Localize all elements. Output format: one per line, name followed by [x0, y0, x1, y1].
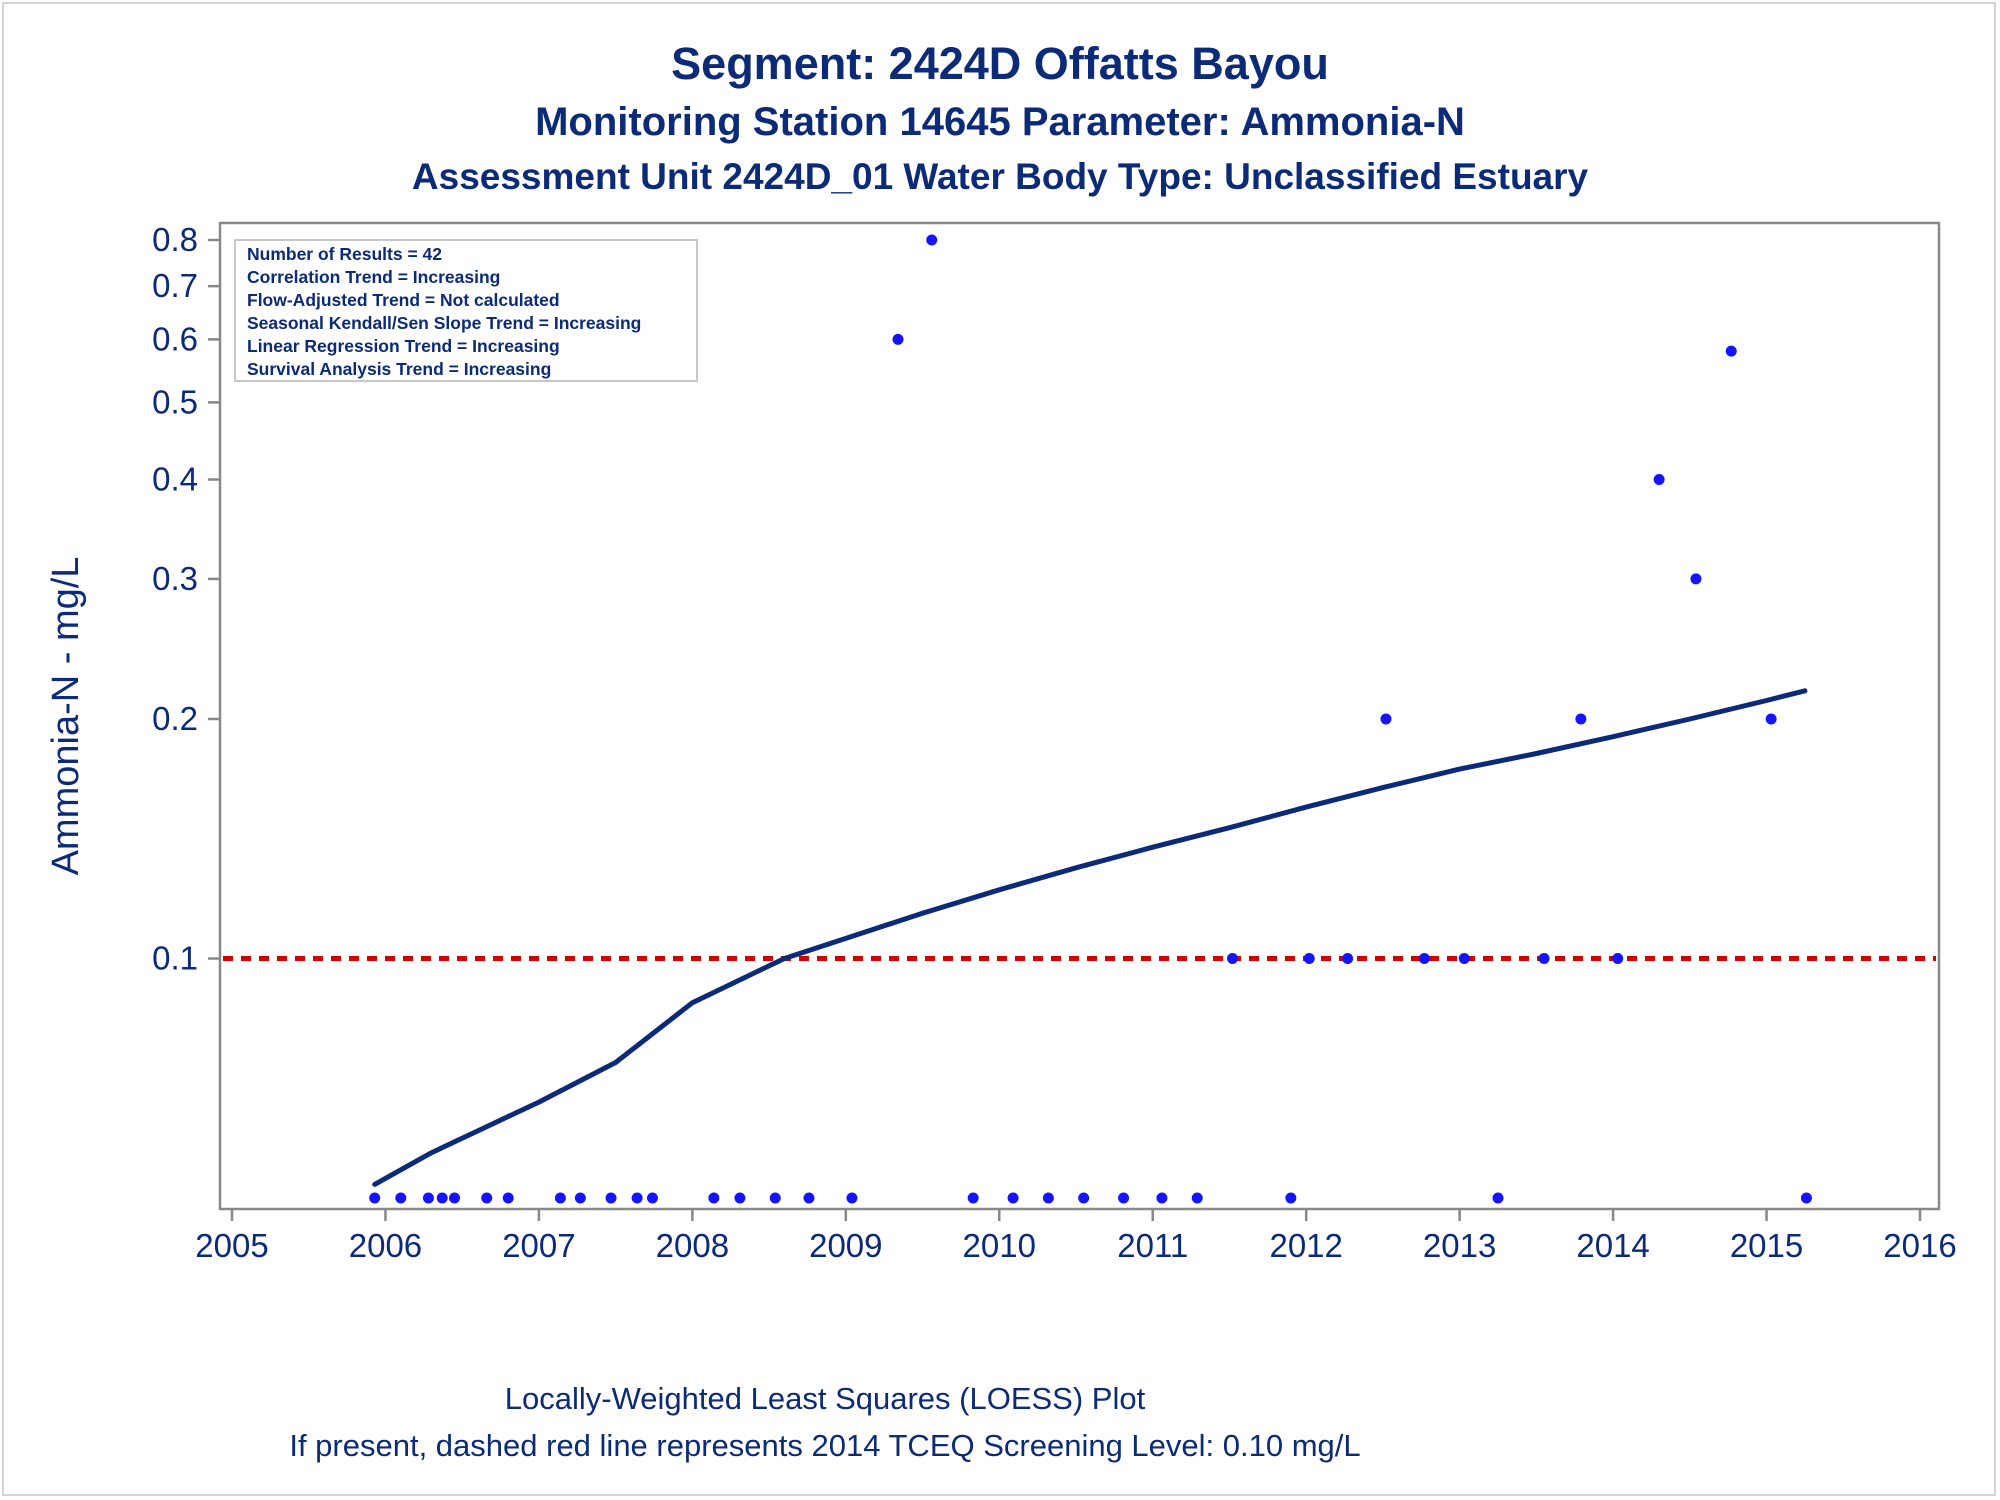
- stats-line: Linear Regression Trend = Increasing: [247, 336, 560, 356]
- loess-curve: [372, 688, 1808, 1187]
- data-point: [1380, 713, 1392, 725]
- chart-title: Segment: 2424D Offatts Bayou: [671, 38, 1329, 89]
- data-point: [1418, 953, 1430, 964]
- x-tick-label: 2010: [963, 1227, 1036, 1264]
- y-tick-label: 0.6: [152, 320, 198, 357]
- data-point: [1612, 953, 1624, 964]
- footnote-screening: If present, dashed red line represents 2…: [289, 1428, 1361, 1463]
- data-point: [646, 1192, 658, 1204]
- data-point: [449, 1192, 461, 1204]
- plot-area: 2005 2006 2007 2008 2009 2010 2011 2012 2013 2014…: [45, 221, 1957, 1264]
- x-tick-label: 2007: [502, 1227, 575, 1264]
- data-point: [708, 1192, 720, 1204]
- x-tick-label: 2006: [349, 1227, 422, 1264]
- data-point: [369, 1192, 381, 1204]
- data-point: [1118, 1192, 1130, 1204]
- x-tick-label: 2015: [1730, 1227, 1803, 1264]
- x-tick-label: 2005: [195, 1227, 268, 1264]
- y-tick-label: 0.8: [152, 221, 198, 258]
- data-point: [502, 1192, 514, 1204]
- data-point: [1575, 713, 1587, 725]
- x-tick-label: 2008: [656, 1227, 729, 1264]
- stats-line: Number of Results = 42: [247, 244, 442, 264]
- data-point: [436, 1192, 448, 1204]
- data-point: [574, 1192, 586, 1204]
- x-tick-label: 2013: [1423, 1227, 1496, 1264]
- x-tick-label: 2016: [1883, 1227, 1956, 1264]
- data-point: [1800, 1192, 1812, 1204]
- chart-subtitle: Monitoring Station 14645 Parameter: Ammo…: [535, 100, 1465, 144]
- data-point: [605, 1192, 617, 1204]
- data-point: [1765, 713, 1777, 725]
- stats-line: Correlation Trend = Increasing: [247, 267, 500, 287]
- stats-line: Seasonal Kendall/Sen Slope Trend = Incre…: [247, 313, 641, 333]
- data-point: [769, 1192, 781, 1204]
- stats-line: Survival Analysis Trend = Increasing: [247, 359, 551, 379]
- y-tick-label: 0.3: [152, 560, 198, 597]
- data-point: [1690, 573, 1702, 585]
- data-point: [734, 1192, 746, 1204]
- data-point: [481, 1192, 493, 1204]
- data-point: [1285, 1192, 1297, 1204]
- data-point: [846, 1192, 858, 1204]
- x-tick-label: 2011: [1117, 1227, 1188, 1264]
- data-point: [803, 1192, 815, 1204]
- y-axis-label: Ammonia-N - mg/L: [45, 557, 87, 876]
- data-point: [1303, 953, 1315, 964]
- data-point: [1227, 953, 1239, 964]
- data-point: [1725, 345, 1737, 357]
- data-point: [1538, 953, 1550, 964]
- data-point: [1042, 1192, 1054, 1204]
- y-tick-label: 0.4: [152, 461, 198, 498]
- chart-subtitle-2: Assessment Unit 2424D_01 Water Body Type…: [411, 156, 1589, 197]
- data-point: [1156, 1192, 1168, 1204]
- x-tick-label: 2009: [809, 1227, 882, 1264]
- stats-box: [234, 239, 698, 382]
- x-tick-label: 2014: [1576, 1227, 1649, 1264]
- data-point: [926, 234, 938, 246]
- data-point: [1191, 1192, 1203, 1204]
- data-point: [1492, 1192, 1504, 1204]
- data-point: [631, 1192, 643, 1204]
- y-tick-label: 0.1: [152, 940, 198, 977]
- plot-frame: [218, 221, 1941, 1211]
- data-point: [1007, 1192, 1019, 1204]
- data-point: [892, 333, 904, 345]
- data-point: [395, 1192, 407, 1204]
- data-point: [1342, 953, 1354, 964]
- y-tick-label: 0.2: [152, 700, 198, 737]
- data-point: [1078, 1192, 1090, 1204]
- x-tick-label: 2012: [1269, 1227, 1342, 1264]
- y-tick-label: 0.5: [152, 383, 198, 420]
- data-point: [967, 1192, 979, 1204]
- data-point: [554, 1192, 566, 1204]
- stats-line: Flow-Adjusted Trend = Not calculated: [247, 290, 560, 310]
- data-point: [422, 1192, 434, 1204]
- data-point: [1458, 953, 1470, 964]
- footnote-loess: Locally-Weighted Least Squares (LOESS) P…: [504, 1381, 1146, 1416]
- y-tick-label: 0.7: [152, 267, 198, 304]
- data-point: [1653, 474, 1665, 485]
